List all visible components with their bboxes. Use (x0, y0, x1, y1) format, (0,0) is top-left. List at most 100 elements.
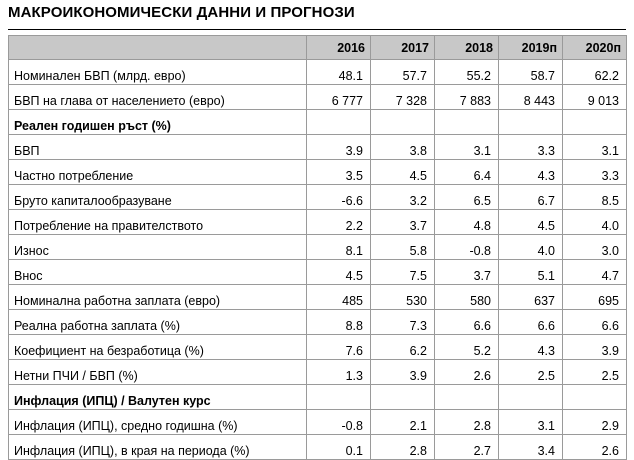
value-cell: 6.5 (434, 184, 499, 210)
value-cell: 485 (306, 284, 371, 310)
empty-cell (498, 384, 563, 410)
value-cell: 6.6 (434, 309, 499, 335)
value-cell: 4.8 (434, 209, 499, 235)
value-cell: 55.2 (434, 59, 499, 85)
row-label: Износ (8, 234, 307, 260)
row-label: Нетни ПЧИ / БВП (%) (8, 359, 307, 385)
value-cell: 3.0 (562, 234, 627, 260)
row-label: БВП на глава от населението (евро) (8, 84, 307, 110)
header-cell-2017: 2017 (370, 35, 435, 60)
value-cell: 8.8 (306, 309, 371, 335)
value-cell: 5.1 (498, 259, 563, 285)
value-cell: 695 (562, 284, 627, 310)
value-cell: 7.5 (370, 259, 435, 285)
row-label: Частно потребление (8, 159, 307, 185)
value-cell: 3.9 (370, 359, 435, 385)
page-title: МАКРОИКОНОМИЧЕСКИ ДАННИ И ПРОГНОЗИ (8, 4, 355, 21)
value-cell: 48.1 (306, 59, 371, 85)
value-cell: 8 443 (498, 84, 563, 110)
value-cell: 4.3 (498, 334, 563, 360)
value-cell: 2.2 (306, 209, 371, 235)
value-cell: 7 883 (434, 84, 499, 110)
value-cell: 3.3 (562, 159, 627, 185)
value-cell: 3.7 (434, 259, 499, 285)
section-label: Реален годишен ръст (%) (8, 109, 307, 135)
value-cell: 580 (434, 284, 499, 310)
value-cell: 6.4 (434, 159, 499, 185)
value-cell: 57.7 (370, 59, 435, 85)
table-row: Бруто капиталообразуване -6.6 3.2 6.5 6.7 8.5 (8, 184, 627, 210)
header-cell-2018: 2018 (434, 35, 499, 60)
value-cell: 3.9 (306, 134, 371, 160)
value-cell: 9 013 (562, 84, 627, 110)
empty-cell (306, 384, 371, 410)
empty-cell (306, 109, 371, 135)
table-row: БВП на глава от населението (евро) 6 777 7… (8, 84, 627, 110)
value-cell: 7 328 (370, 84, 435, 110)
table-row: Инфлация (ИПЦ), в края на периода (%) 0.1… (8, 434, 627, 460)
value-cell: 2.1 (370, 409, 435, 435)
value-cell: 3.5 (306, 159, 371, 185)
value-cell: -0.8 (306, 409, 371, 435)
value-cell: 3.1 (562, 134, 627, 160)
value-cell: 3.4 (498, 434, 563, 460)
table-row: Коефициент на безработица (%) 7.6 6.2 5.2 4.… (8, 334, 627, 360)
row-label: Номинален БВП (млрд. евро) (8, 59, 307, 85)
value-cell: 3.2 (370, 184, 435, 210)
value-cell: 4.5 (370, 159, 435, 185)
value-cell: 2.6 (562, 434, 627, 460)
value-cell: 8.5 (562, 184, 627, 210)
value-cell: 3.7 (370, 209, 435, 235)
value-cell: 5.2 (434, 334, 499, 360)
value-cell: 6.7 (498, 184, 563, 210)
table-row: Номинален БВП (млрд. евро) 48.1 57.7 55.2 58… (8, 59, 627, 85)
value-cell: 2.9 (562, 409, 627, 435)
value-cell: 6.6 (498, 309, 563, 335)
value-cell: 6.6 (562, 309, 627, 335)
value-cell: 4.3 (498, 159, 563, 185)
value-cell: 6 777 (306, 84, 371, 110)
row-label: Потребление на правителството (8, 209, 307, 235)
value-cell: -6.6 (306, 184, 371, 210)
row-label: Реална работна заплата (%) (8, 309, 307, 335)
value-cell: 3.8 (370, 134, 435, 160)
value-cell: 2.6 (434, 359, 499, 385)
value-cell: 4.0 (562, 209, 627, 235)
header-cell-2016: 2016 (306, 35, 371, 60)
value-cell: 3.1 (434, 134, 499, 160)
section-header-row: Инфлация (ИПЦ) / Валутен курс (8, 384, 627, 410)
table-row: Реална работна заплата (%) 8.8 7.3 6.6 6.6 6.… (8, 309, 627, 335)
section-header-row: Реален годишен ръст (%) (8, 109, 627, 135)
row-label: Бруто капиталообразуване (8, 184, 307, 210)
table-row: Номинална работна заплата (евро) 485 530 58… (8, 284, 627, 310)
header-cell-2020p: 2020п (562, 35, 627, 60)
value-cell: 3.9 (562, 334, 627, 360)
value-cell: 4.0 (498, 234, 563, 260)
row-label: Инфлация (ИПЦ), в края на периода (%) (8, 434, 307, 460)
section-label: Инфлация (ИПЦ) / Валутен курс (8, 384, 307, 410)
empty-cell (498, 109, 563, 135)
value-cell: 62.2 (562, 59, 627, 85)
table-row: Износ 8.1 5.8 -0.8 4.0 3.0 (8, 234, 627, 260)
value-cell: 3.1 (498, 409, 563, 435)
empty-cell (434, 384, 499, 410)
table-row: Внос 4.5 7.5 3.7 5.1 4.7 (8, 259, 627, 285)
value-cell: 530 (370, 284, 435, 310)
value-cell: 4.5 (498, 209, 563, 235)
value-cell: 1.3 (306, 359, 371, 385)
empty-cell (370, 109, 435, 135)
value-cell: 8.1 (306, 234, 371, 260)
value-cell: 4.5 (306, 259, 371, 285)
value-cell: 6.2 (370, 334, 435, 360)
value-cell: 3.3 (498, 134, 563, 160)
value-cell: 2.8 (370, 434, 435, 460)
row-label: Внос (8, 259, 307, 285)
value-cell: 7.6 (306, 334, 371, 360)
table-header-row: 2016 2017 2018 2019п 2020п (8, 35, 627, 60)
macro-data-table: 2016 2017 2018 2019п 2020п Номинален БВП… (8, 35, 627, 460)
table-row: Инфлация (ИПЦ), средно годишна (%) -0.8 2.… (8, 409, 627, 435)
value-cell: 5.8 (370, 234, 435, 260)
row-label: БВП (8, 134, 307, 160)
row-label: Номинална работна заплата (евро) (8, 284, 307, 310)
value-cell: 58.7 (498, 59, 563, 85)
